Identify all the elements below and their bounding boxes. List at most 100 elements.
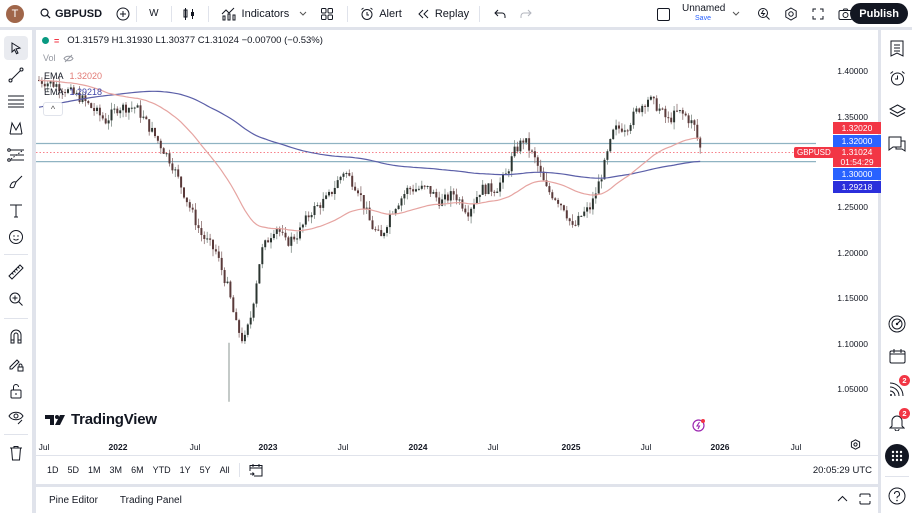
eye-hidden-icon[interactable]: [63, 54, 74, 63]
channel-tool[interactable]: [6, 91, 26, 111]
candle-body: [623, 130, 626, 132]
layouts-button[interactable]: [321, 0, 334, 28]
candle-body: [40, 80, 43, 84]
candle-body: [684, 113, 687, 116]
brush-tool[interactable]: [6, 172, 26, 192]
candle-body: [351, 175, 354, 187]
trend-line-tool[interactable]: [6, 65, 26, 85]
ema-slow-line[interactable]: [38, 90, 701, 179]
chart-pane[interactable]: = O1.31579 H1.31930 L1.30377 C1.31024 −0…: [36, 30, 881, 484]
candle-body: [197, 225, 200, 229]
candle-body: [275, 228, 278, 234]
lock-all-tool[interactable]: [6, 381, 26, 401]
tab-pine-editor[interactable]: Pine Editor: [49, 494, 98, 506]
chats-button[interactable]: [887, 134, 907, 154]
symbol-label: GBPUSD: [55, 7, 103, 20]
replay-button[interactable]: Replay: [417, 0, 469, 28]
tradingview-watermark[interactable]: TradingView: [45, 411, 157, 428]
candle-body: [46, 83, 49, 87]
alert-button[interactable]: Alert: [360, 0, 402, 28]
range-1m[interactable]: 1M: [88, 465, 101, 475]
help-button[interactable]: [887, 486, 907, 506]
range-all[interactable]: All: [219, 465, 230, 475]
ema-fast-legend[interactable]: EMA 1.32020: [44, 71, 102, 81]
indicators-dropdown[interactable]: [299, 0, 307, 28]
magnet-tool[interactable]: [6, 326, 26, 346]
compare-symbol-button[interactable]: [116, 0, 130, 28]
candle-body: [145, 116, 148, 120]
ema-fast-label: EMA: [44, 71, 64, 81]
fibonacci-tool[interactable]: [6, 145, 26, 165]
calendar-button[interactable]: [887, 346, 907, 366]
interval-button[interactable]: W: [149, 8, 159, 19]
layout-name-block[interactable]: Unnamed Save: [682, 4, 725, 23]
go-to-date-button[interactable]: [249, 463, 263, 477]
price-axis[interactable]: 1.40000 1.35000 1.25000 1.20000 1.15000 …: [816, 30, 878, 450]
range-3m[interactable]: 3M: [109, 465, 123, 475]
chart-type-button[interactable]: [182, 0, 196, 28]
ema-slow-legend[interactable]: EMA 1.29218: [44, 87, 102, 97]
save-link[interactable]: Save: [695, 15, 711, 22]
zoom-in-tool[interactable]: [6, 289, 26, 309]
select-layout-checkbox[interactable]: [657, 0, 670, 28]
fullscreen-button[interactable]: [812, 0, 824, 28]
candle-body: [516, 146, 519, 152]
tab-trading-panel[interactable]: Trading Panel: [119, 494, 182, 506]
candle-body: [258, 264, 261, 284]
price-chart-canvas[interactable]: [36, 30, 816, 435]
undo-button[interactable]: [494, 0, 506, 28]
redo-button[interactable]: [520, 0, 532, 28]
remove-drawings-tool[interactable]: [6, 443, 26, 463]
range-5y[interactable]: 5Y: [199, 465, 211, 475]
screener-button[interactable]: [887, 314, 907, 334]
lock-drawing-tool[interactable]: [6, 354, 26, 374]
time-axis[interactable]: Jul 2022 Jul 2023 Jul 2024 Jul 2025 Jul 2026 Jul: [36, 435, 878, 455]
text-tool[interactable]: [6, 200, 26, 220]
symbol-search-button[interactable]: GBPUSD: [40, 0, 102, 28]
range-1y[interactable]: 1Y: [179, 465, 191, 475]
cursor-tool[interactable]: [4, 36, 28, 60]
alerts-panel-button[interactable]: [887, 68, 907, 88]
candle-body: [226, 281, 229, 284]
candle-body: [388, 214, 391, 228]
volume-legend[interactable]: Vol: [43, 53, 74, 63]
candle-body: [510, 156, 513, 172]
range-6m[interactable]: 6M: [131, 465, 144, 475]
candle-body: [255, 283, 258, 304]
pattern-tool[interactable]: [6, 118, 26, 138]
object-tree-button[interactable]: [887, 101, 907, 121]
emoji-tool[interactable]: [6, 227, 26, 247]
user-avatar[interactable]: T: [6, 4, 24, 23]
range-5d[interactable]: 5D: [67, 465, 80, 475]
range-ytd[interactable]: YTD: [152, 465, 171, 475]
candle-body: [542, 171, 545, 181]
products-menu-button[interactable]: [885, 444, 909, 468]
candle-body: [96, 107, 98, 112]
publish-button[interactable]: Publish: [850, 3, 908, 24]
collapse-legend-button[interactable]: ^: [43, 102, 63, 116]
divider: [4, 318, 28, 319]
ideas-stream-button[interactable]: 2: [887, 375, 910, 399]
economic-events-marker[interactable]: [692, 418, 706, 432]
hide-drawings-tool[interactable]: [6, 407, 26, 427]
ema-fast-price-badge: 1.32020: [833, 122, 881, 134]
axis-settings-button[interactable]: [850, 439, 861, 450]
indicators-button[interactable]: Indicators: [221, 0, 289, 28]
candle-body: [528, 138, 531, 151]
candle-body: [313, 205, 316, 216]
expand-panel-button[interactable]: [837, 495, 848, 502]
candle-body: [574, 224, 577, 226]
utc-clock[interactable]: 20:05:29 UTC: [812, 465, 872, 476]
ema-fast-line[interactable]: [38, 79, 701, 232]
quick-search-button[interactable]: [757, 0, 771, 28]
range-1d[interactable]: 1D: [47, 465, 59, 475]
layout-menu-dropdown[interactable]: [732, 0, 740, 28]
measure-tool[interactable]: [6, 262, 26, 282]
watchlist-button[interactable]: [887, 38, 907, 58]
maximize-panel-button[interactable]: [859, 493, 871, 505]
unlock-icon: [10, 384, 22, 399]
candle-body: [673, 110, 676, 123]
notifications-button[interactable]: 2: [887, 408, 910, 432]
ema-fast-value: 1.32020: [69, 71, 103, 81]
settings-button[interactable]: [784, 0, 798, 28]
